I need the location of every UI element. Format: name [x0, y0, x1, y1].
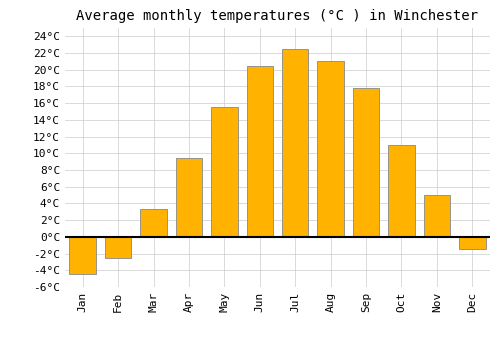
Bar	[318, 61, 344, 237]
Bar	[459, 237, 485, 250]
Bar	[70, 237, 96, 274]
Bar	[282, 49, 308, 237]
Bar	[105, 237, 132, 258]
Bar	[140, 209, 167, 237]
Title: Average monthly temperatures (°C ) in Winchester: Average monthly temperatures (°C ) in Wi…	[76, 9, 478, 23]
Bar	[388, 145, 414, 237]
Bar	[211, 107, 238, 237]
Bar	[176, 158, 202, 237]
Bar	[353, 88, 380, 237]
Bar	[246, 65, 273, 237]
Bar	[424, 195, 450, 237]
